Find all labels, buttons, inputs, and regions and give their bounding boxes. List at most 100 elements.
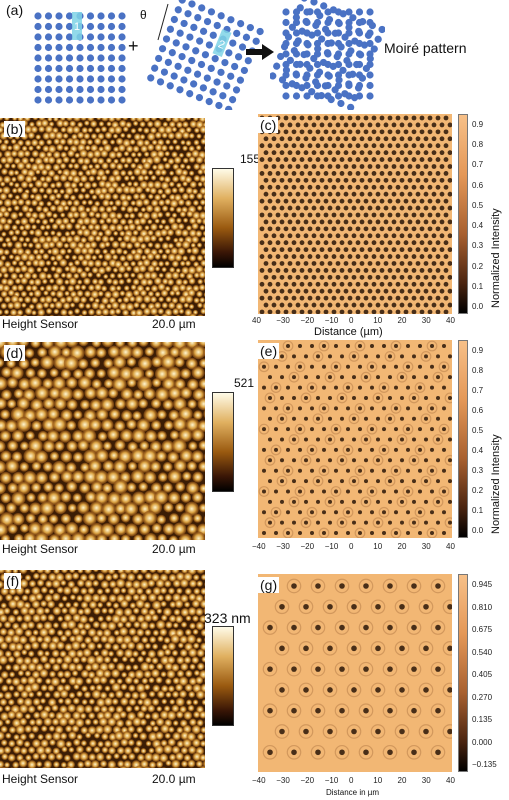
afm-feature <box>150 234 157 242</box>
simulation-spot <box>328 354 332 359</box>
afm-feature <box>20 676 28 685</box>
simulation-spot <box>431 205 437 211</box>
afm-feature <box>156 430 167 441</box>
simulation-spot <box>363 254 369 259</box>
simulation-spot <box>299 115 305 121</box>
simulation-spot <box>351 150 357 156</box>
lattice-dot <box>300 0 308 2</box>
afm-feature <box>181 229 189 237</box>
afm-feature <box>121 656 128 663</box>
afm-feature <box>179 705 187 714</box>
simulation-spot <box>447 164 452 169</box>
afm-feature <box>118 278 125 285</box>
simulation-spot <box>347 129 353 135</box>
simulation-spot <box>359 191 365 197</box>
afm-feature <box>139 718 147 726</box>
afm-feature <box>203 205 205 212</box>
simulation-spot <box>419 157 425 162</box>
afm-feature <box>178 676 189 686</box>
afm-feature <box>74 223 82 230</box>
simulation-spot <box>371 295 377 301</box>
simulation-spot <box>339 268 345 273</box>
afm-feature <box>100 211 109 220</box>
afm-feature <box>94 127 101 134</box>
simulation-spot <box>287 247 293 253</box>
afm-feature <box>155 387 170 402</box>
afm-feature <box>171 260 179 268</box>
afm-feature <box>71 470 85 484</box>
afm-feature <box>107 365 121 380</box>
lattice-dot <box>55 85 63 94</box>
afm-feature <box>126 357 137 367</box>
simulation-spot <box>419 226 425 232</box>
afm-feature <box>151 753 161 762</box>
afm-feature <box>178 152 185 158</box>
simulation-spot <box>443 281 449 287</box>
simulation-spot <box>367 122 373 128</box>
afm-feature <box>123 175 130 182</box>
afm-feature <box>167 242 174 249</box>
afm-feature <box>94 259 102 268</box>
afm-feature <box>100 580 110 589</box>
lattice-dot <box>317 91 326 100</box>
afm-feature <box>154 229 163 238</box>
simulation-spot <box>291 198 297 204</box>
colorbar-tick-label: 0.2 <box>472 261 484 271</box>
afm-feature <box>136 272 145 281</box>
afm-feature <box>83 622 92 631</box>
afm-feature <box>16 396 30 410</box>
simulation-spot <box>399 205 405 211</box>
simulation-spot <box>359 247 365 253</box>
afm-feature <box>97 278 105 286</box>
afm-feature <box>16 697 25 706</box>
afm-feature <box>16 149 26 158</box>
afm-feature <box>195 230 203 238</box>
afm-feature <box>163 570 172 575</box>
lattice-dot <box>329 62 337 70</box>
afm-feature <box>150 126 157 134</box>
simulation-spot <box>295 122 301 128</box>
afm-feature <box>75 718 85 728</box>
afm-feature <box>137 376 153 392</box>
simulation-ring <box>372 517 384 529</box>
simulation-spot <box>367 302 373 308</box>
lattice-dot <box>34 85 42 94</box>
afm-feature <box>15 711 24 720</box>
simulation-spot <box>371 226 377 232</box>
afm-feature <box>89 217 98 226</box>
afm-feature <box>29 719 36 726</box>
afm-feature <box>104 587 111 594</box>
afm-feature <box>146 278 154 286</box>
afm-feature <box>90 760 100 768</box>
lattice-dot <box>366 92 374 100</box>
simulation-spot <box>347 157 353 162</box>
simulation-spot <box>280 520 284 525</box>
afm-feature <box>184 294 194 304</box>
simulation-spot <box>339 184 345 190</box>
afm-feature <box>185 670 193 678</box>
simulation-spot <box>307 226 313 232</box>
lattice-dot <box>296 60 304 68</box>
afm-feature <box>161 205 169 212</box>
simulation-spot <box>363 666 369 672</box>
simulation-spot <box>274 406 278 411</box>
afm-feature <box>7 302 15 310</box>
simulation-spot <box>355 295 361 301</box>
afm-feature <box>73 163 80 170</box>
afm-feature <box>203 267 205 273</box>
afm-feature <box>20 181 29 189</box>
simulation-spot <box>315 583 321 589</box>
x-tick-label: −40 <box>252 776 266 785</box>
simulation-spot <box>448 416 452 421</box>
afm-feature <box>71 640 81 651</box>
afm-feature <box>133 677 140 685</box>
afm-feature <box>165 118 172 122</box>
afm-feature <box>11 187 18 194</box>
simulation-spot <box>375 728 381 735</box>
afm-feature <box>89 739 97 748</box>
simulation-spot <box>439 302 445 308</box>
simulation-ring <box>418 682 434 698</box>
simulation-spot <box>299 157 305 162</box>
afm-feature <box>18 378 31 391</box>
afm-feature <box>89 418 102 432</box>
